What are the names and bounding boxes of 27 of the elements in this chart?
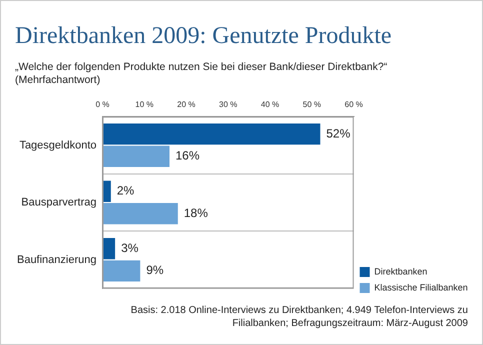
y-tick-label: Bausparvertrag [21,196,97,209]
text: Basis: 2.018 Online-Interviews zu Direktbanken; 4.949 Telefon-Interviews zu Filialbanken; Befragungszeitraum: März-August 2009 [130,304,468,330]
legend-label: Klassische Filialbanken [374,282,468,292]
y-tick-label: Baufinanzierung [16,254,97,266]
x-tick-label: 50 % [302,100,321,110]
bar [102,123,320,145]
chart-subtitle: „Welche der folgenden Produkte nutzen Sie bei dieser Bank/dieser Direktbank?“ (Mehrfachantwort) [15,61,388,87]
x-tick-label: 10 % [135,100,154,110]
bar [102,146,170,168]
data-label: 18% [184,206,208,220]
data-label: 3% [121,240,139,255]
bar [102,180,111,202]
chart-title: Direktbanken 2009: Genutzte Produkte [15,23,392,50]
data-label: 9% [146,263,164,278]
bar [102,203,178,224]
x-tick-label: 60 % [344,100,363,110]
y-tick-label: Tagesgeldkonto [19,139,97,152]
legend-label: Direktbanken [374,266,428,276]
bar [102,238,116,260]
x-tick-label: 30 % [219,100,238,110]
x-tick-label: 40 % [260,100,280,110]
data-label: 52% [326,126,351,140]
data-label: 2% [116,184,135,198]
data-label: 16% [176,148,200,163]
x-tick-label: 20 % [177,100,196,110]
x-tick-label: 0 % [96,100,110,110]
bar [102,260,140,282]
